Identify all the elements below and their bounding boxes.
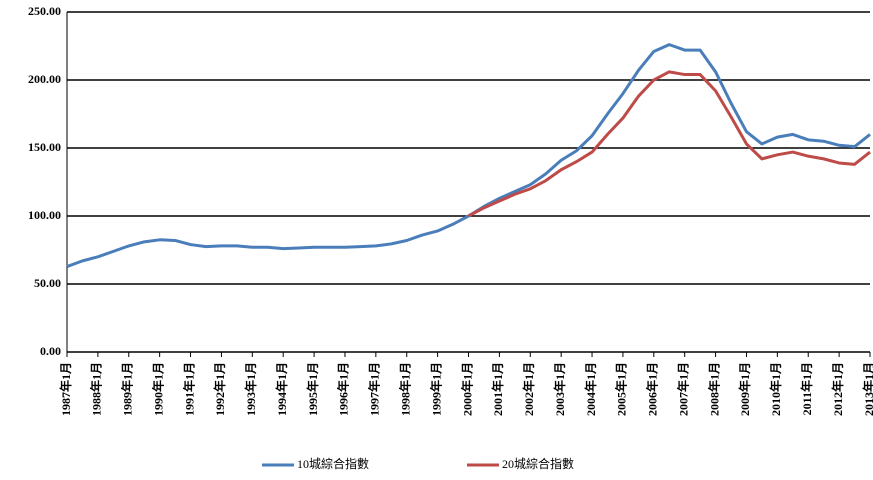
y-tick-label: 50.00 [34,276,61,290]
x-tick-label: 1987年1月 [58,362,73,416]
legend-label: 20城綜合指數 [502,456,574,471]
x-tick-label: 1995年1月 [305,362,320,416]
x-tick-label: 2008年1月 [706,362,721,416]
x-tick-label: 2002年1月 [521,362,536,416]
legend-label: 10城綜合指數 [297,456,369,471]
x-tick-label: 2010年1月 [768,362,783,416]
x-tick-label: 2000年1月 [459,362,474,416]
x-tick-label: 1988年1月 [89,362,104,416]
x-tick-label: 1996年1月 [336,362,351,416]
y-tick-label: 0.00 [40,344,61,358]
x-tick-label: 1989年1月 [120,362,135,416]
x-tick-label: 2001年1月 [490,362,505,416]
x-tick-label: 2013年1月 [861,362,873,416]
y-tick-label: 250.00 [28,4,61,18]
x-tick-label: 1992年1月 [212,362,227,416]
x-tick-label: 1993年1月 [243,362,258,416]
y-tick-label: 150.00 [28,140,61,154]
x-tick-label: 1997年1月 [367,362,382,416]
x-tick-label: 2006年1月 [645,362,660,416]
x-tick-label: 2005年1月 [614,362,629,416]
x-tick-label: 2007年1月 [675,362,690,416]
y-tick-label: 200.00 [28,72,61,86]
x-tick-label: 1998年1月 [397,362,412,416]
x-tick-label: 2009年1月 [737,362,752,416]
x-tick-label: 1991年1月 [181,362,196,416]
x-tick-label: 2012年1月 [830,362,845,416]
x-tick-label: 2011年1月 [799,362,814,415]
x-tick-label: 1999年1月 [428,362,443,416]
x-tick-label: 2004年1月 [583,362,598,416]
x-tick-label: 1990年1月 [150,362,165,416]
x-tick-label: 1994年1月 [274,362,289,416]
series-line [467,70,871,218]
y-tick-label: 100.00 [28,208,61,222]
x-tick-label: 2003年1月 [552,362,567,416]
series-line [66,43,871,268]
